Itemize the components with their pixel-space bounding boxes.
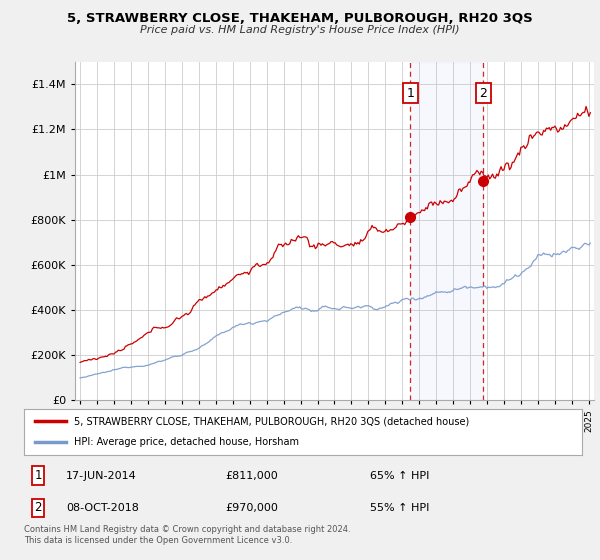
Text: 2: 2 bbox=[34, 501, 42, 514]
Bar bbox=[410, 62, 483, 400]
Text: 2: 2 bbox=[479, 87, 487, 100]
Text: Contains HM Land Registry data © Crown copyright and database right 2024.
This d: Contains HM Land Registry data © Crown c… bbox=[24, 525, 350, 545]
Text: 55% ↑ HPI: 55% ↑ HPI bbox=[370, 503, 430, 513]
Text: Price paid vs. HM Land Registry's House Price Index (HPI): Price paid vs. HM Land Registry's House … bbox=[140, 25, 460, 35]
Text: 5, STRAWBERRY CLOSE, THAKEHAM, PULBOROUGH, RH20 3QS (detached house): 5, STRAWBERRY CLOSE, THAKEHAM, PULBOROUG… bbox=[74, 416, 469, 426]
Text: 17-JUN-2014: 17-JUN-2014 bbox=[66, 470, 137, 480]
Text: 65% ↑ HPI: 65% ↑ HPI bbox=[370, 470, 430, 480]
Text: 1: 1 bbox=[406, 87, 414, 100]
Text: £811,000: £811,000 bbox=[225, 470, 278, 480]
Text: 5, STRAWBERRY CLOSE, THAKEHAM, PULBOROUGH, RH20 3QS: 5, STRAWBERRY CLOSE, THAKEHAM, PULBOROUG… bbox=[67, 12, 533, 25]
Text: 1: 1 bbox=[34, 469, 42, 482]
Text: £970,000: £970,000 bbox=[225, 503, 278, 513]
Text: 08-OCT-2018: 08-OCT-2018 bbox=[66, 503, 139, 513]
Text: HPI: Average price, detached house, Horsham: HPI: Average price, detached house, Hors… bbox=[74, 437, 299, 447]
